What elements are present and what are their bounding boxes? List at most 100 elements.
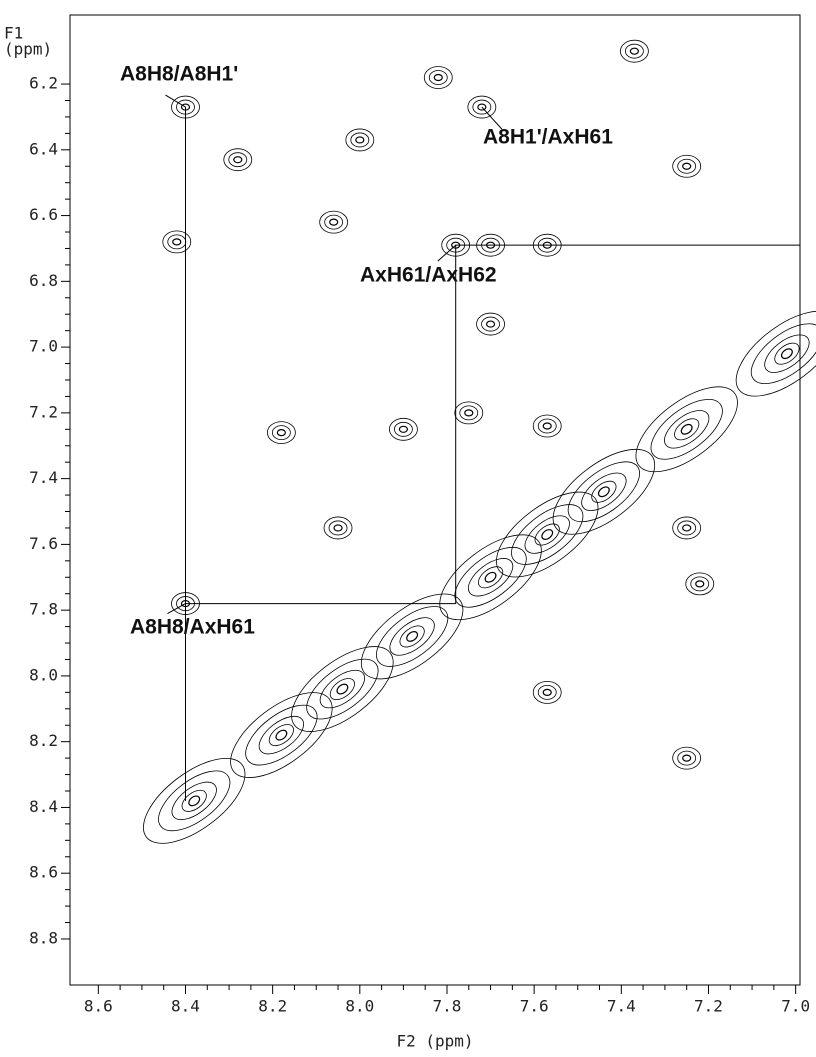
contour-ring (389, 617, 435, 656)
peak (541, 529, 554, 540)
contour-ring (143, 757, 246, 844)
contour-ring (552, 448, 656, 535)
contour-ring (476, 312, 505, 336)
peak (780, 348, 793, 360)
y-tick-label: 8.0 (29, 665, 58, 684)
contour-ring (329, 678, 355, 701)
annotation-label: A8H1'/AxH61 (483, 126, 613, 149)
x-tick-label: 7.4 (607, 997, 636, 1016)
contour-ring (291, 646, 394, 732)
peak (597, 486, 610, 498)
peak (233, 156, 243, 164)
contour-ring (624, 43, 644, 59)
contour-ring (581, 472, 627, 511)
contour-ring (423, 66, 453, 89)
peak (680, 423, 693, 435)
contour-ring (167, 234, 187, 250)
contour-ring (158, 770, 231, 832)
contour-ring (467, 95, 497, 119)
contour-ring (677, 750, 697, 766)
contour-ring (635, 386, 738, 473)
contour-ring (360, 593, 464, 680)
contour-ring (537, 684, 557, 700)
contour-ring (328, 520, 348, 536)
contour-ring (496, 491, 599, 578)
contour-ring (750, 323, 816, 384)
peak (485, 320, 496, 328)
contour-ring (389, 417, 418, 441)
contour-ring (345, 128, 375, 152)
peak (682, 524, 692, 532)
peak (542, 422, 552, 430)
contour-ring (399, 625, 425, 648)
contour-ring (306, 658, 379, 720)
peak (484, 571, 497, 583)
contour-ring (319, 669, 365, 709)
contour-ring (690, 576, 710, 592)
contour-ring (258, 715, 304, 755)
y-tick-label: 8.6 (29, 863, 58, 882)
contour-ring (394, 421, 413, 437)
contour-ring (674, 418, 700, 441)
y-tick-label: 7.0 (29, 337, 58, 356)
contour-ring (532, 414, 562, 438)
y-tick-label: 6.8 (29, 271, 58, 290)
peak (542, 688, 552, 696)
y-tick-label: 8.4 (29, 797, 58, 816)
x-axis-label: F2 (ppm) (396, 1032, 473, 1051)
contour-ring (324, 214, 344, 230)
annotation-leader (165, 94, 186, 108)
x-tick-label: 7.6 (520, 997, 549, 1016)
peak (477, 103, 487, 111)
y-tick-label: 7.4 (29, 468, 58, 487)
contour-ring (223, 148, 253, 172)
contour-ring (319, 210, 349, 234)
contour-ring (591, 480, 617, 503)
annotation-label: A8H8/A8H1' (120, 63, 238, 86)
contour-ring (472, 99, 492, 115)
peak (398, 425, 409, 433)
contour-ring (162, 230, 192, 254)
contour-ring (532, 680, 562, 704)
contour-ring (268, 724, 294, 747)
contour-ring (511, 504, 584, 565)
contour-ring (619, 39, 649, 63)
contour-ring (228, 152, 248, 168)
peak (188, 795, 201, 807)
annotation-leader (437, 244, 457, 262)
peak (464, 409, 474, 417)
contour-ring (685, 572, 715, 596)
x-tick-label: 7.8 (433, 997, 462, 1016)
peak (695, 580, 705, 588)
contour-ring (664, 410, 710, 449)
y-axis-label: F1 (4, 24, 23, 43)
annotation-leader (481, 106, 503, 130)
y-tick-label: 6.2 (29, 74, 58, 93)
peak (406, 631, 419, 642)
x-tick-label: 8.6 (84, 997, 113, 1016)
x-tick-label: 8.0 (345, 997, 374, 1016)
contour-ring (181, 789, 207, 812)
contour-ring (459, 405, 479, 421)
contour-ring (266, 421, 296, 444)
contour-ring (245, 704, 318, 766)
peak (172, 238, 182, 246)
peak (336, 683, 349, 695)
annotation-leader (167, 603, 186, 615)
x-tick-label: 8.4 (171, 997, 200, 1016)
x-tick-label: 7.0 (781, 997, 810, 1016)
contour-ring (376, 606, 449, 667)
peak (629, 47, 639, 55)
y-tick-label: 7.2 (29, 402, 58, 421)
peak (329, 218, 339, 226)
contour-ring (454, 546, 527, 608)
contour-ring (350, 132, 370, 148)
contour-ring (650, 399, 723, 460)
contour-ring (567, 461, 640, 523)
peak (682, 162, 692, 170)
contour-ring (467, 558, 514, 597)
y-tick-label: 7.6 (29, 534, 58, 553)
contour-ring (323, 516, 353, 540)
contour-ring (439, 534, 542, 621)
